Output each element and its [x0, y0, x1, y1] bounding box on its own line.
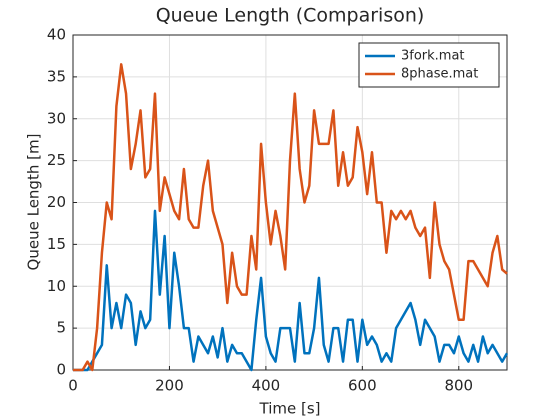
legend-box — [358, 42, 500, 88]
y-tick-label: 30 — [47, 109, 66, 127]
chart-title: Queue Length (Comparison) — [156, 5, 425, 27]
legend-label: 3fork.mat — [401, 49, 465, 64]
y-tick-label: 40 — [47, 26, 66, 44]
y-tick-label: 5 — [56, 319, 66, 337]
x-tick-label: 0 — [68, 377, 78, 395]
y-tick-label: 10 — [47, 277, 66, 295]
y-tick-label: 0 — [56, 361, 66, 379]
y-tick-label: 35 — [47, 67, 66, 85]
x-tick-label: 400 — [252, 377, 281, 395]
x-tick-label: 200 — [155, 377, 184, 395]
data-line — [73, 209, 509, 372]
axes-box — [72, 34, 508, 371]
x-tick-label: 600 — [348, 377, 377, 395]
x-axis-label: Time [s] — [259, 400, 321, 418]
data-line — [73, 63, 508, 372]
y-tick-label: 20 — [47, 193, 66, 211]
y-tick-label: 25 — [47, 151, 66, 169]
x-tick-label: 800 — [444, 377, 473, 395]
y-tick-label: 15 — [47, 235, 66, 253]
y-axis-label: Queue Length [m] — [25, 134, 43, 271]
legend-label: 8phase.mat — [401, 67, 478, 82]
